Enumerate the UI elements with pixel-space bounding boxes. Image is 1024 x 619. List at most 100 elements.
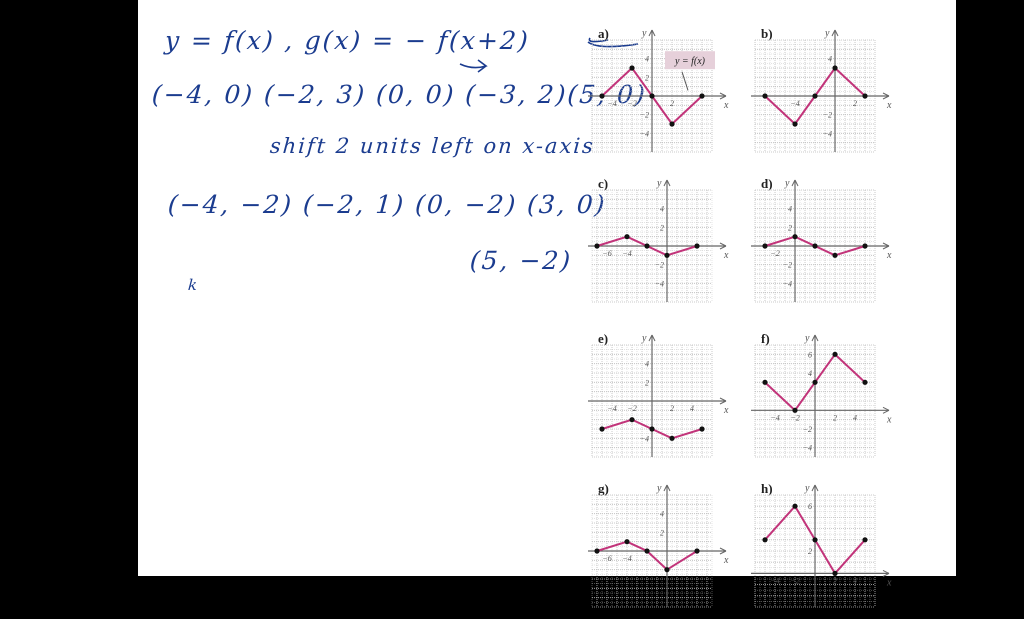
x-axis-label: x: [886, 250, 892, 261]
pen-cursor-mark: k: [187, 276, 200, 294]
graph-label: c): [598, 176, 609, 191]
x-tick-label: −4: [770, 576, 779, 585]
y-axis-label: y: [656, 178, 662, 189]
y-axis-arrow: [811, 334, 819, 342]
data-point: [832, 570, 838, 576]
data-point: [699, 426, 705, 432]
data-point: [664, 252, 670, 258]
callout-label: y = f(x): [674, 56, 706, 67]
data-point: [862, 93, 868, 99]
graph-a: x y −4 −2 2 4 2 −2 −4 y = f(x): [588, 28, 729, 153]
graph-label: f): [761, 331, 770, 346]
note-shift-explanation: shift 2 units left on x-axis: [269, 134, 596, 158]
data-point: [669, 121, 675, 127]
data-point: [812, 93, 818, 99]
x-axis-arrow: [719, 397, 727, 405]
y-axis-label: y: [784, 178, 790, 189]
x-axis-label: x: [886, 577, 892, 588]
data-point: [624, 539, 630, 545]
y-tick-label: 4: [660, 205, 664, 214]
data-point: [694, 243, 700, 249]
x-tick-label: −4: [607, 99, 616, 108]
graph-label: a): [598, 26, 609, 41]
y-axis-arrow: [663, 179, 671, 187]
graph-h: x y −4 −2 2 4 6 2: [751, 483, 892, 608]
y-tick-label: 4: [645, 55, 649, 64]
graph-label: e): [598, 331, 609, 346]
x-tick-label: 2: [670, 404, 674, 413]
y-tick-label: 6: [808, 350, 812, 359]
y-tick-label: −4: [783, 279, 792, 288]
y-axis-arrow: [663, 484, 671, 492]
y-axis-label: y: [641, 333, 647, 344]
y-tick-label: −2: [783, 261, 792, 270]
graph-b: x y −4 2 4 −2 −4: [751, 28, 892, 153]
x-tick-label: −2: [627, 99, 636, 108]
y-tick-label: 2: [660, 528, 664, 537]
x-tick-label: 4: [853, 413, 857, 422]
y-axis-arrow: [811, 484, 819, 492]
x-tick-label: −4: [770, 413, 779, 422]
graph-label: b): [761, 26, 773, 41]
y-axis-label: y: [824, 28, 830, 39]
graph-label: g): [598, 481, 609, 496]
x-axis-arrow: [719, 547, 727, 555]
y-tick-label: 2: [660, 223, 664, 232]
y-tick-label: 6: [808, 502, 812, 511]
data-point: [832, 252, 838, 258]
y-tick-label: −2: [803, 425, 812, 434]
data-point: [644, 243, 650, 249]
y-tick-label: 2: [808, 547, 812, 556]
data-point: [694, 548, 700, 554]
y-axis-label: y: [804, 333, 810, 344]
x-axis-label: x: [723, 555, 729, 566]
data-point: [644, 548, 650, 554]
y-tick-label: 4: [660, 510, 664, 519]
x-tick-label: −2: [770, 249, 779, 258]
x-axis-label: x: [723, 250, 729, 261]
data-point: [792, 234, 798, 240]
graph-label: h): [761, 481, 773, 496]
y-axis-arrow: [648, 334, 656, 342]
data-point: [862, 243, 868, 249]
x-tick-label: −6: [602, 249, 611, 258]
data-point: [629, 417, 635, 423]
x-tick-label: −4: [622, 249, 631, 258]
callout-pointer: [681, 71, 689, 91]
y-tick-label: 4: [828, 55, 832, 64]
x-axis-arrow: [719, 92, 727, 100]
data-point: [649, 426, 655, 432]
data-point: [599, 93, 605, 99]
x-axis-label: x: [886, 414, 892, 425]
x-tick-label: −2: [790, 413, 799, 422]
y-tick-label: −4: [823, 129, 832, 138]
x-tick-label: 2: [833, 413, 837, 422]
graph-f: x y −4 −2 2 4 6 4 −2 −4: [751, 333, 892, 458]
y-tick-label: 4: [788, 205, 792, 214]
graph-c: x y −6 −4 4 2 −2 −4: [588, 178, 729, 303]
x-axis-arrow: [882, 406, 890, 414]
x-tick-label: 4: [853, 576, 857, 585]
y-tick-label: −4: [803, 444, 812, 453]
graph-e: x y −4 −2 2 4 4 2 −4: [588, 333, 729, 458]
x-tick-label: −4: [622, 554, 631, 563]
note-function-definition: y = f(x) , g(x) = − f(x+2): [163, 26, 531, 55]
x-tick-label: 2: [670, 99, 674, 108]
x-axis-arrow: [882, 92, 890, 100]
data-point: [624, 234, 630, 240]
y-axis-label: y: [804, 483, 810, 494]
graph-d: x y −2 4 2 −2 −4: [751, 178, 892, 303]
y-axis-label: y: [656, 483, 662, 494]
x-tick-label: −4: [607, 404, 616, 413]
y-axis-arrow: [648, 29, 656, 37]
x-tick-label: −4: [790, 99, 799, 108]
x-tick-label: −2: [627, 404, 636, 413]
x-tick-label: 2: [853, 99, 857, 108]
arrow-annotation: [459, 59, 488, 73]
data-point: [762, 537, 768, 543]
data-point: [664, 567, 670, 573]
data-point: [812, 537, 818, 543]
y-tick-label: 2: [645, 73, 649, 82]
x-tick-label: 4: [690, 404, 694, 413]
y-tick-label: −4: [655, 279, 664, 288]
